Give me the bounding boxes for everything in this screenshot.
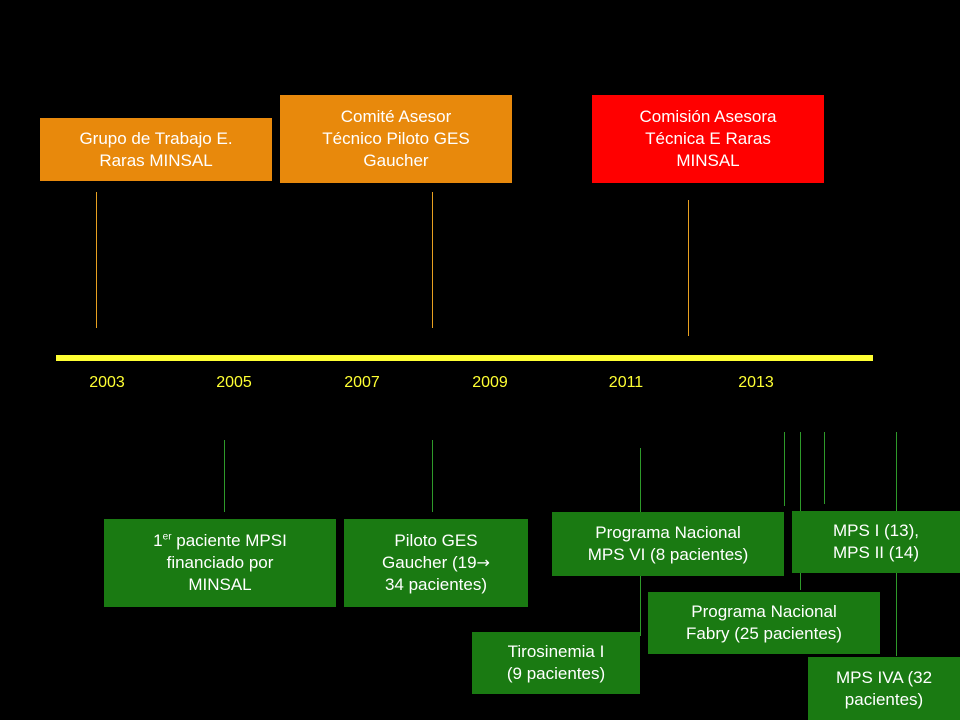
box-piloto-line3: 34 pacientes) — [384, 575, 488, 594]
box-comision-line3: MINSAL — [676, 151, 740, 170]
box-mps-vi-line2: MPS VI (8 pacientes) — [587, 545, 749, 564]
box-mps-iva: MPS IVA (32 pacientes) — [808, 657, 960, 720]
box-grupo-line1: Grupo de Trabajo E. — [79, 128, 233, 148]
box-grupo-trabajo: Grupo de Trabajo E. Raras MINSAL — [40, 118, 272, 181]
box-comite-line1: Comité Asesor — [340, 107, 452, 126]
box-piloto-gaucher: Piloto GES Gaucher (19→ 34 pacientes) — [344, 519, 528, 607]
year-label-2007: 2007 — [344, 374, 380, 391]
connector-piloto-gaucher — [432, 440, 433, 512]
box-mps-i-ii-line2: MPS II (14) — [833, 543, 919, 562]
box-tirosinemia-line1: Tirosinemia I — [507, 642, 605, 661]
box-primer-line3: MINSAL — [188, 575, 252, 594]
year-label-2005: 2005 — [216, 374, 252, 391]
box-programa-mps-vi: Programa Nacional MPS VI (8 pacientes) — [552, 512, 784, 576]
box-fabry-line2: Fabry (25 pacientes) — [686, 624, 842, 643]
box-programa-fabry: Programa Nacional Fabry (25 pacientes) — [648, 592, 880, 654]
box-tirosinemia-line2: (9 pacientes) — [506, 664, 606, 683]
box-comite-asesor: Comité Asesor Técnico Piloto GES Gaucher — [280, 95, 512, 183]
box-comision-asesora: Comisión Asesora Técnica E Raras MINSAL — [592, 95, 824, 183]
box-primer-line2: financiado por — [166, 553, 274, 572]
box-piloto-line2-text: Gaucher (19 — [382, 553, 477, 572]
connector-comision — [688, 200, 689, 336]
year-label-2011: 2011 — [608, 374, 644, 391]
year-label-2013: 2013 — [738, 374, 774, 391]
box-mps-iva-line1: MPS IVA (32 — [835, 667, 933, 687]
box-mps-vi-line1: Programa Nacional — [595, 523, 741, 542]
box-grupo-line2: Raras MINSAL — [99, 150, 213, 170]
box-comite-line3: Gaucher — [363, 151, 429, 170]
box-comision-line1: Comisión Asesora — [639, 107, 777, 126]
box-mps-i-ii: MPS I (13), MPS II (14) — [792, 511, 960, 573]
box-primer-line1: 1er paciente MPSI — [153, 530, 287, 552]
connector-mps-vi — [784, 432, 785, 506]
connector-primer-paciente — [224, 440, 225, 512]
box-comite-line2: Técnico Piloto GES — [322, 129, 470, 148]
box-primer-paciente: 1er paciente MPSI financiado por MINSAL — [104, 519, 336, 607]
box-comision-line2: Técnica E Raras — [645, 129, 771, 148]
box-mps-iva-line2: pacientes) — [844, 689, 924, 709]
box-mps-i-ii-line1: MPS I (13), — [833, 521, 919, 540]
box-tirosinemia: Tirosinemia I (9 pacientes) — [472, 632, 640, 694]
box-piloto-line1: Piloto GES — [394, 531, 478, 550]
timeline-axis — [56, 355, 873, 361]
connector-grupo — [96, 192, 97, 328]
year-label-2003: 2003 — [89, 374, 125, 391]
box-fabry-line1: Programa Nacional — [691, 602, 837, 621]
year-label-2009: 2009 — [472, 374, 508, 391]
box-primer-line1-rest: paciente MPSI — [171, 531, 287, 550]
ordinal-number: 1 — [153, 531, 163, 550]
box-piloto-line2: Gaucher (19→ — [382, 552, 490, 574]
ordinal-suffix: er — [162, 531, 172, 543]
connector-mps-i-ii — [824, 432, 825, 504]
connector-comite — [432, 192, 433, 328]
right-arrow-icon: → — [476, 553, 490, 572]
